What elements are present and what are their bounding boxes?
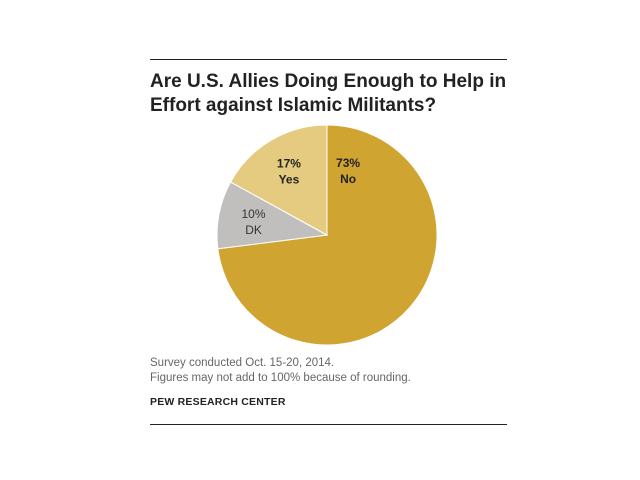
survey-note: Survey conducted Oct. 15-20, 2014. [150,357,335,369]
chart-title-line-1: Are U.S. Allies Doing Enough to Help in [150,71,507,92]
pie-category-no: No [340,172,356,186]
bottom-rule [150,424,507,425]
rounding-note: Figures may not add to 100% because of r… [150,372,411,384]
pie-label-dk: 10% DK [242,207,266,237]
pie-category-dk: DK [245,223,262,237]
pie-value-yes: 17% [277,157,301,171]
pie-label-yes: 17% Yes [277,157,301,187]
pie-category-yes: Yes [279,173,300,187]
pie-value-dk: 10% [242,207,266,221]
chart-title-line-2: Effort against Islamic Militants? [150,95,437,116]
pie-slice-yes [229,124,328,236]
pie-label-no: 73% No [336,156,360,186]
pie-value-no: 73% [336,156,360,170]
source-credit: PEW RESEARCH CENTER [150,396,286,408]
chart-title: Are U.S. Allies Doing Enough to Help in … [150,70,510,118]
top-rule [150,59,507,60]
